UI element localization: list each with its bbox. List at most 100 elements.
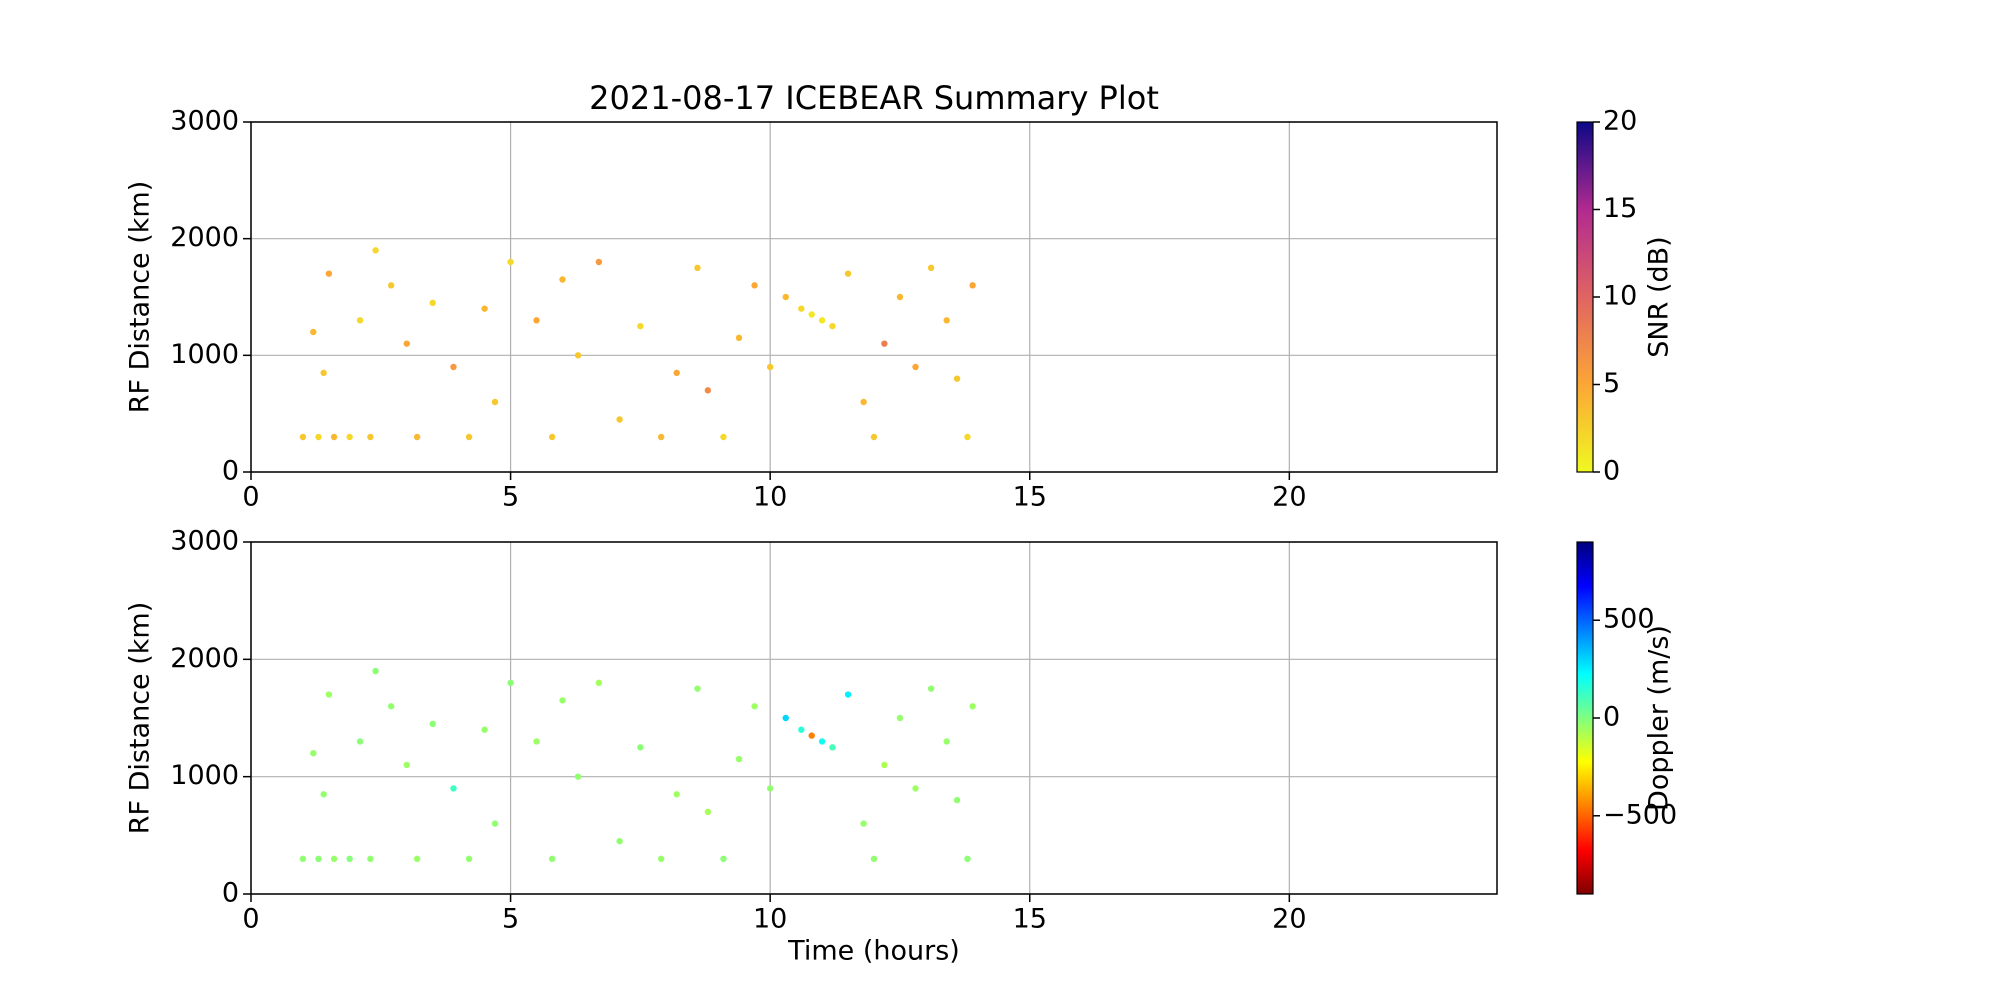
point [429,720,436,728]
y-tick-label: 2000 [170,643,239,674]
point [860,820,867,827]
point [808,732,815,739]
point [798,726,805,733]
point [387,282,395,289]
point [896,293,904,301]
point [881,340,888,347]
x-tick-label: 20 [1272,904,1306,935]
point [559,697,566,704]
colorbar-tick-label: 5 [1603,368,1620,399]
y-tick-label: 3000 [170,106,239,137]
plot-frame [250,541,1498,895]
x-tick-label: 10 [753,482,787,513]
point [450,785,457,792]
point [964,855,971,862]
point [969,703,976,710]
x-tick-label: 5 [502,904,519,935]
y-axis-label: RF Distance (km) [125,602,156,835]
point [637,744,644,751]
point [315,433,322,441]
point [673,791,680,798]
point [559,276,566,283]
point [403,340,410,347]
point [870,433,878,441]
point [320,791,327,798]
colorbar-label: SNR (dB) [1644,236,1675,357]
point [465,855,473,862]
x-tick-label: 15 [1013,904,1047,935]
point [720,433,727,441]
point [310,328,317,336]
point [766,363,774,371]
point [953,796,961,804]
point [912,363,919,371]
point [751,282,758,289]
point [481,726,488,733]
point [346,855,353,862]
point [694,264,701,272]
point [548,855,556,862]
point [372,667,379,675]
point [782,293,789,301]
point [595,679,603,686]
point [657,855,665,862]
point [403,761,410,769]
point [870,855,878,862]
colorbar-tick-label: 0 [1603,456,1620,487]
colorbar-tick-label: 500 [1603,604,1655,635]
y-tick-label: 3000 [170,526,239,557]
point [429,299,436,307]
y-tick-label: 2000 [170,222,239,253]
point [330,855,338,862]
point [367,433,374,441]
point [808,311,815,318]
point [533,317,540,324]
point [637,322,644,330]
point [927,264,935,272]
colorbar [1576,541,1594,895]
point [927,685,935,692]
point [491,820,499,827]
point [548,433,556,441]
point [704,808,712,816]
point [574,773,582,780]
point [964,433,971,441]
point [346,433,353,441]
point [320,369,327,377]
x-tick-label: 0 [242,482,259,513]
x-tick-label: 20 [1272,482,1306,513]
point [829,744,836,751]
chart-title: 2021-08-17 ICEBEAR Summary Plot [589,79,1159,117]
x-axis-label: Time (hours) [787,936,960,967]
y-tick-label: 0 [222,878,239,909]
point [616,416,623,423]
point [720,855,727,862]
point [657,433,665,441]
point [491,398,499,406]
point [367,855,374,862]
point [299,855,307,862]
point [912,785,919,792]
point [844,270,852,277]
x-tick-label: 5 [502,482,519,513]
point [595,258,603,266]
point [450,363,457,371]
point [881,761,888,769]
point [299,433,307,441]
point [465,433,473,441]
y-tick-label: 1000 [170,760,239,791]
point [330,433,338,441]
colorbar-tick-label: 10 [1603,281,1637,312]
point [860,398,867,406]
x-tick-label: 15 [1013,482,1047,513]
plot-frame [250,121,1498,473]
point [969,282,976,289]
point [673,369,680,377]
point [694,685,701,692]
colorbar-tick-label: 20 [1603,106,1637,137]
y-tick-label: 1000 [170,339,239,370]
point [896,714,904,722]
point [782,714,789,722]
point [507,679,514,686]
colorbar-tick-label: −500 [1603,799,1677,830]
